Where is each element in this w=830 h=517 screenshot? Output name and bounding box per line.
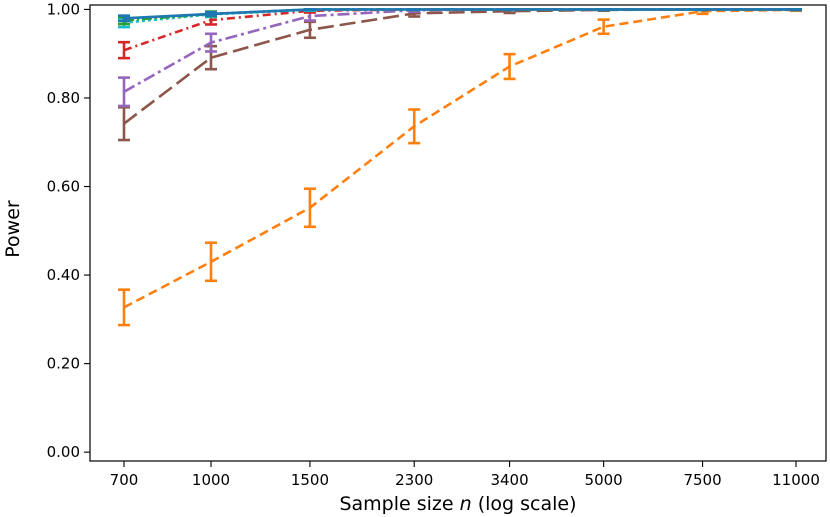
error-bar <box>118 105 130 142</box>
x-tick-label: 1000 <box>192 471 230 489</box>
series-line <box>123 8 796 52</box>
series-2 <box>118 8 802 108</box>
series-line <box>123 8 796 125</box>
x-tick-label: 5000 <box>585 471 623 489</box>
error-bar <box>303 187 316 229</box>
y-tick-label: 0.60 <box>47 178 80 196</box>
error-bar <box>118 14 130 23</box>
y-tick-label: 0.00 <box>47 443 80 461</box>
error-bar <box>408 108 421 145</box>
error-bar <box>118 76 130 108</box>
error-bar <box>205 32 218 53</box>
error-bar <box>205 241 218 283</box>
error-bar <box>503 52 516 81</box>
x-tick-label: 11000 <box>772 471 820 489</box>
x-tick-label: 2300 <box>395 471 433 489</box>
y-axis-ticks: 0.00 0.20 0.40 0.60 0.80 1.00 <box>47 0 90 461</box>
y-tick-label: 0.40 <box>47 266 80 284</box>
y-axis-title: Power <box>2 200 24 258</box>
x-axis-title: Sample size n (log scale) <box>339 493 576 515</box>
series-layer <box>118 8 802 327</box>
error-bar <box>118 288 130 327</box>
x-axis-ticks: 700 1000 1500 2300 3400 5000 7500 11000 <box>110 461 820 489</box>
error-bar <box>205 10 218 17</box>
error-bar <box>118 40 130 60</box>
plot-frame <box>89 4 827 462</box>
series-1 <box>118 8 802 142</box>
error-bar <box>303 20 316 40</box>
y-tick-label: 0.80 <box>47 89 80 107</box>
x-axis-title-suffix: (log scale) <box>472 493 577 515</box>
y-tick-label: 0.20 <box>47 355 80 373</box>
series-line <box>123 8 797 309</box>
error-bar <box>597 18 610 36</box>
series-line <box>123 8 796 20</box>
x-tick-label: 3400 <box>490 471 528 489</box>
series-line <box>123 8 796 93</box>
x-tick-label: 1500 <box>291 471 329 489</box>
series-3 <box>118 8 802 60</box>
x-tick-label: 7500 <box>683 471 721 489</box>
series-6 <box>118 8 802 23</box>
x-tick-label: 700 <box>110 471 139 489</box>
series-0 <box>118 8 802 327</box>
x-axis-title-prefix: Sample size <box>339 493 459 515</box>
x-axis-title-variable: n <box>460 493 472 515</box>
y-tick-label: 1.00 <box>47 0 80 18</box>
